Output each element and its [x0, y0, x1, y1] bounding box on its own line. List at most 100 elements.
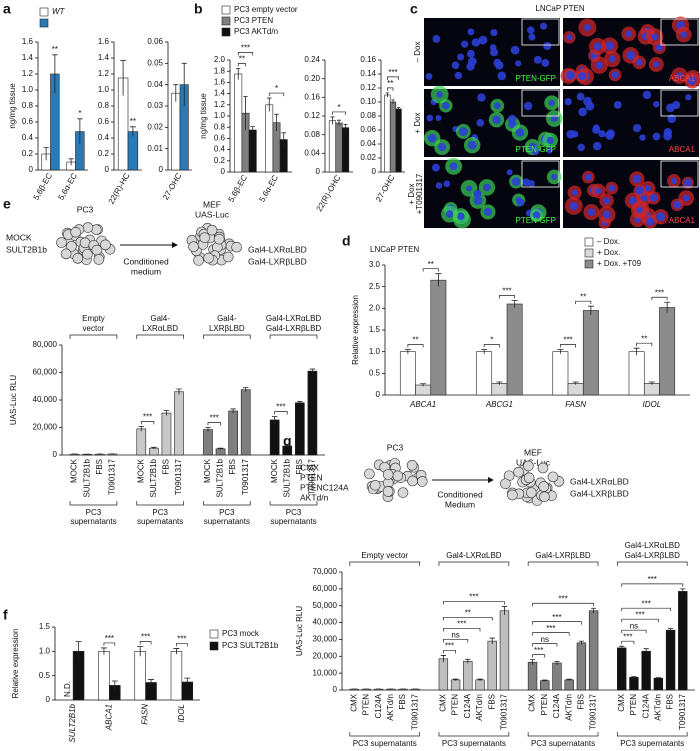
significance: ***: [177, 635, 186, 644]
bar: [491, 382, 508, 396]
x-tick-label: T0901317: [410, 693, 419, 730]
error-bar: [281, 132, 286, 147]
nucleus: [507, 114, 517, 124]
legend-swatch: [584, 237, 594, 247]
y-tick-label: 1.0: [369, 347, 381, 356]
x-tick-label: MOCK: [270, 458, 279, 483]
y-tick-label: 1.4: [98, 53, 110, 62]
channel-label: ABCA1: [669, 216, 696, 225]
y-tick-label: 70,000: [313, 567, 338, 576]
nucleus: [613, 100, 622, 109]
y-tick-label: 50,000: [313, 601, 338, 610]
bracket: [621, 618, 659, 623]
significance: ns: [451, 631, 459, 640]
group-bracket: [349, 561, 421, 566]
cell: [539, 491, 550, 503]
bar: [564, 679, 574, 691]
significance: ***: [558, 594, 567, 603]
bracket: [636, 342, 653, 347]
cell: [91, 244, 103, 256]
diagram-label: Gal4-LXRαLBD: [248, 244, 307, 254]
significance: ***: [563, 336, 572, 345]
nucleus: [593, 42, 602, 51]
nucleus: [646, 217, 655, 226]
nucleus: [483, 207, 493, 216]
bar: [228, 410, 238, 456]
x-tick-label: 22(R)-OHC: [315, 173, 343, 213]
nucleus: [639, 134, 646, 141]
y-tick-label: 1.0: [22, 85, 34, 94]
x-tick-label: CMX: [438, 693, 447, 711]
panel-letter: d: [342, 233, 351, 249]
x-tick-label: CMX: [528, 693, 537, 711]
error-bar: [274, 113, 279, 132]
error-bar: [271, 416, 278, 424]
bar: [170, 651, 183, 701]
bar: [328, 120, 337, 173]
x-tick-label: IDOL: [643, 400, 662, 409]
nucleus: [546, 136, 554, 144]
bar: [653, 677, 664, 691]
significance: **: [428, 260, 434, 269]
legend-swatch: [584, 248, 594, 258]
cell: [82, 222, 94, 233]
legend-label: PC3 mock: [222, 629, 260, 638]
nucleus: [473, 196, 483, 206]
nucleus: [533, 55, 542, 64]
cell: [382, 486, 394, 497]
significance: ***: [210, 414, 219, 423]
bar: [161, 412, 172, 456]
nucleus: [598, 130, 606, 138]
nucleus: [550, 114, 558, 123]
group-bracket: [438, 732, 510, 737]
x-tick-label: T0901317: [500, 693, 509, 730]
error-bar: [75, 641, 82, 662]
nucleus: [445, 210, 454, 218]
nucleus: [490, 48, 499, 57]
bar: [389, 101, 397, 173]
nucleus: [687, 76, 697, 85]
group-sublabel: PC3 supernatants: [620, 739, 684, 748]
error-bar: [489, 637, 495, 645]
bracket: [651, 296, 668, 301]
nucleus: [566, 70, 576, 80]
bracket: [268, 92, 285, 97]
nucleus: [457, 212, 465, 220]
x-tick-label: AKTd/n: [653, 694, 662, 721]
diagram-label: UAS-Luc: [195, 209, 230, 219]
error-bar: [163, 410, 170, 416]
microscopy-title: LNCaP PTEN: [535, 4, 584, 13]
nucleus: [523, 101, 533, 111]
cell: [369, 480, 381, 491]
y-tick-label: 0.4: [22, 133, 34, 142]
nucleus: [635, 186, 644, 195]
significance: ***: [623, 632, 632, 641]
nucleus: [522, 178, 531, 187]
panel-letter: e: [3, 196, 11, 212]
x-tick-label: FBS: [487, 694, 496, 710]
nucleus: [528, 33, 536, 41]
significance: ***: [552, 613, 561, 622]
y-tick-label: 0.5: [369, 368, 381, 377]
group-sublabel: PC3 supernatants: [531, 739, 595, 748]
bracket: [621, 607, 671, 612]
channel-label: PTEN-GFP: [516, 145, 556, 154]
cell: [72, 253, 84, 264]
nucleus: [651, 33, 658, 41]
cell: [513, 466, 524, 478]
cell: [193, 255, 204, 266]
y-tick-label: 80,000: [33, 340, 58, 349]
group-bracket: [69, 334, 118, 339]
group-bracket: [527, 561, 599, 566]
error-bar: [236, 68, 241, 80]
y-tick-label: 0: [53, 450, 58, 459]
group-bracket: [203, 501, 251, 506]
nucleus: [676, 72, 683, 80]
error-bar: [129, 126, 136, 137]
nucleus: [652, 132, 661, 141]
cell: [406, 460, 418, 471]
x-tick-label: AKTd/n: [386, 694, 395, 721]
bar: [215, 448, 226, 456]
inset: [660, 160, 699, 188]
